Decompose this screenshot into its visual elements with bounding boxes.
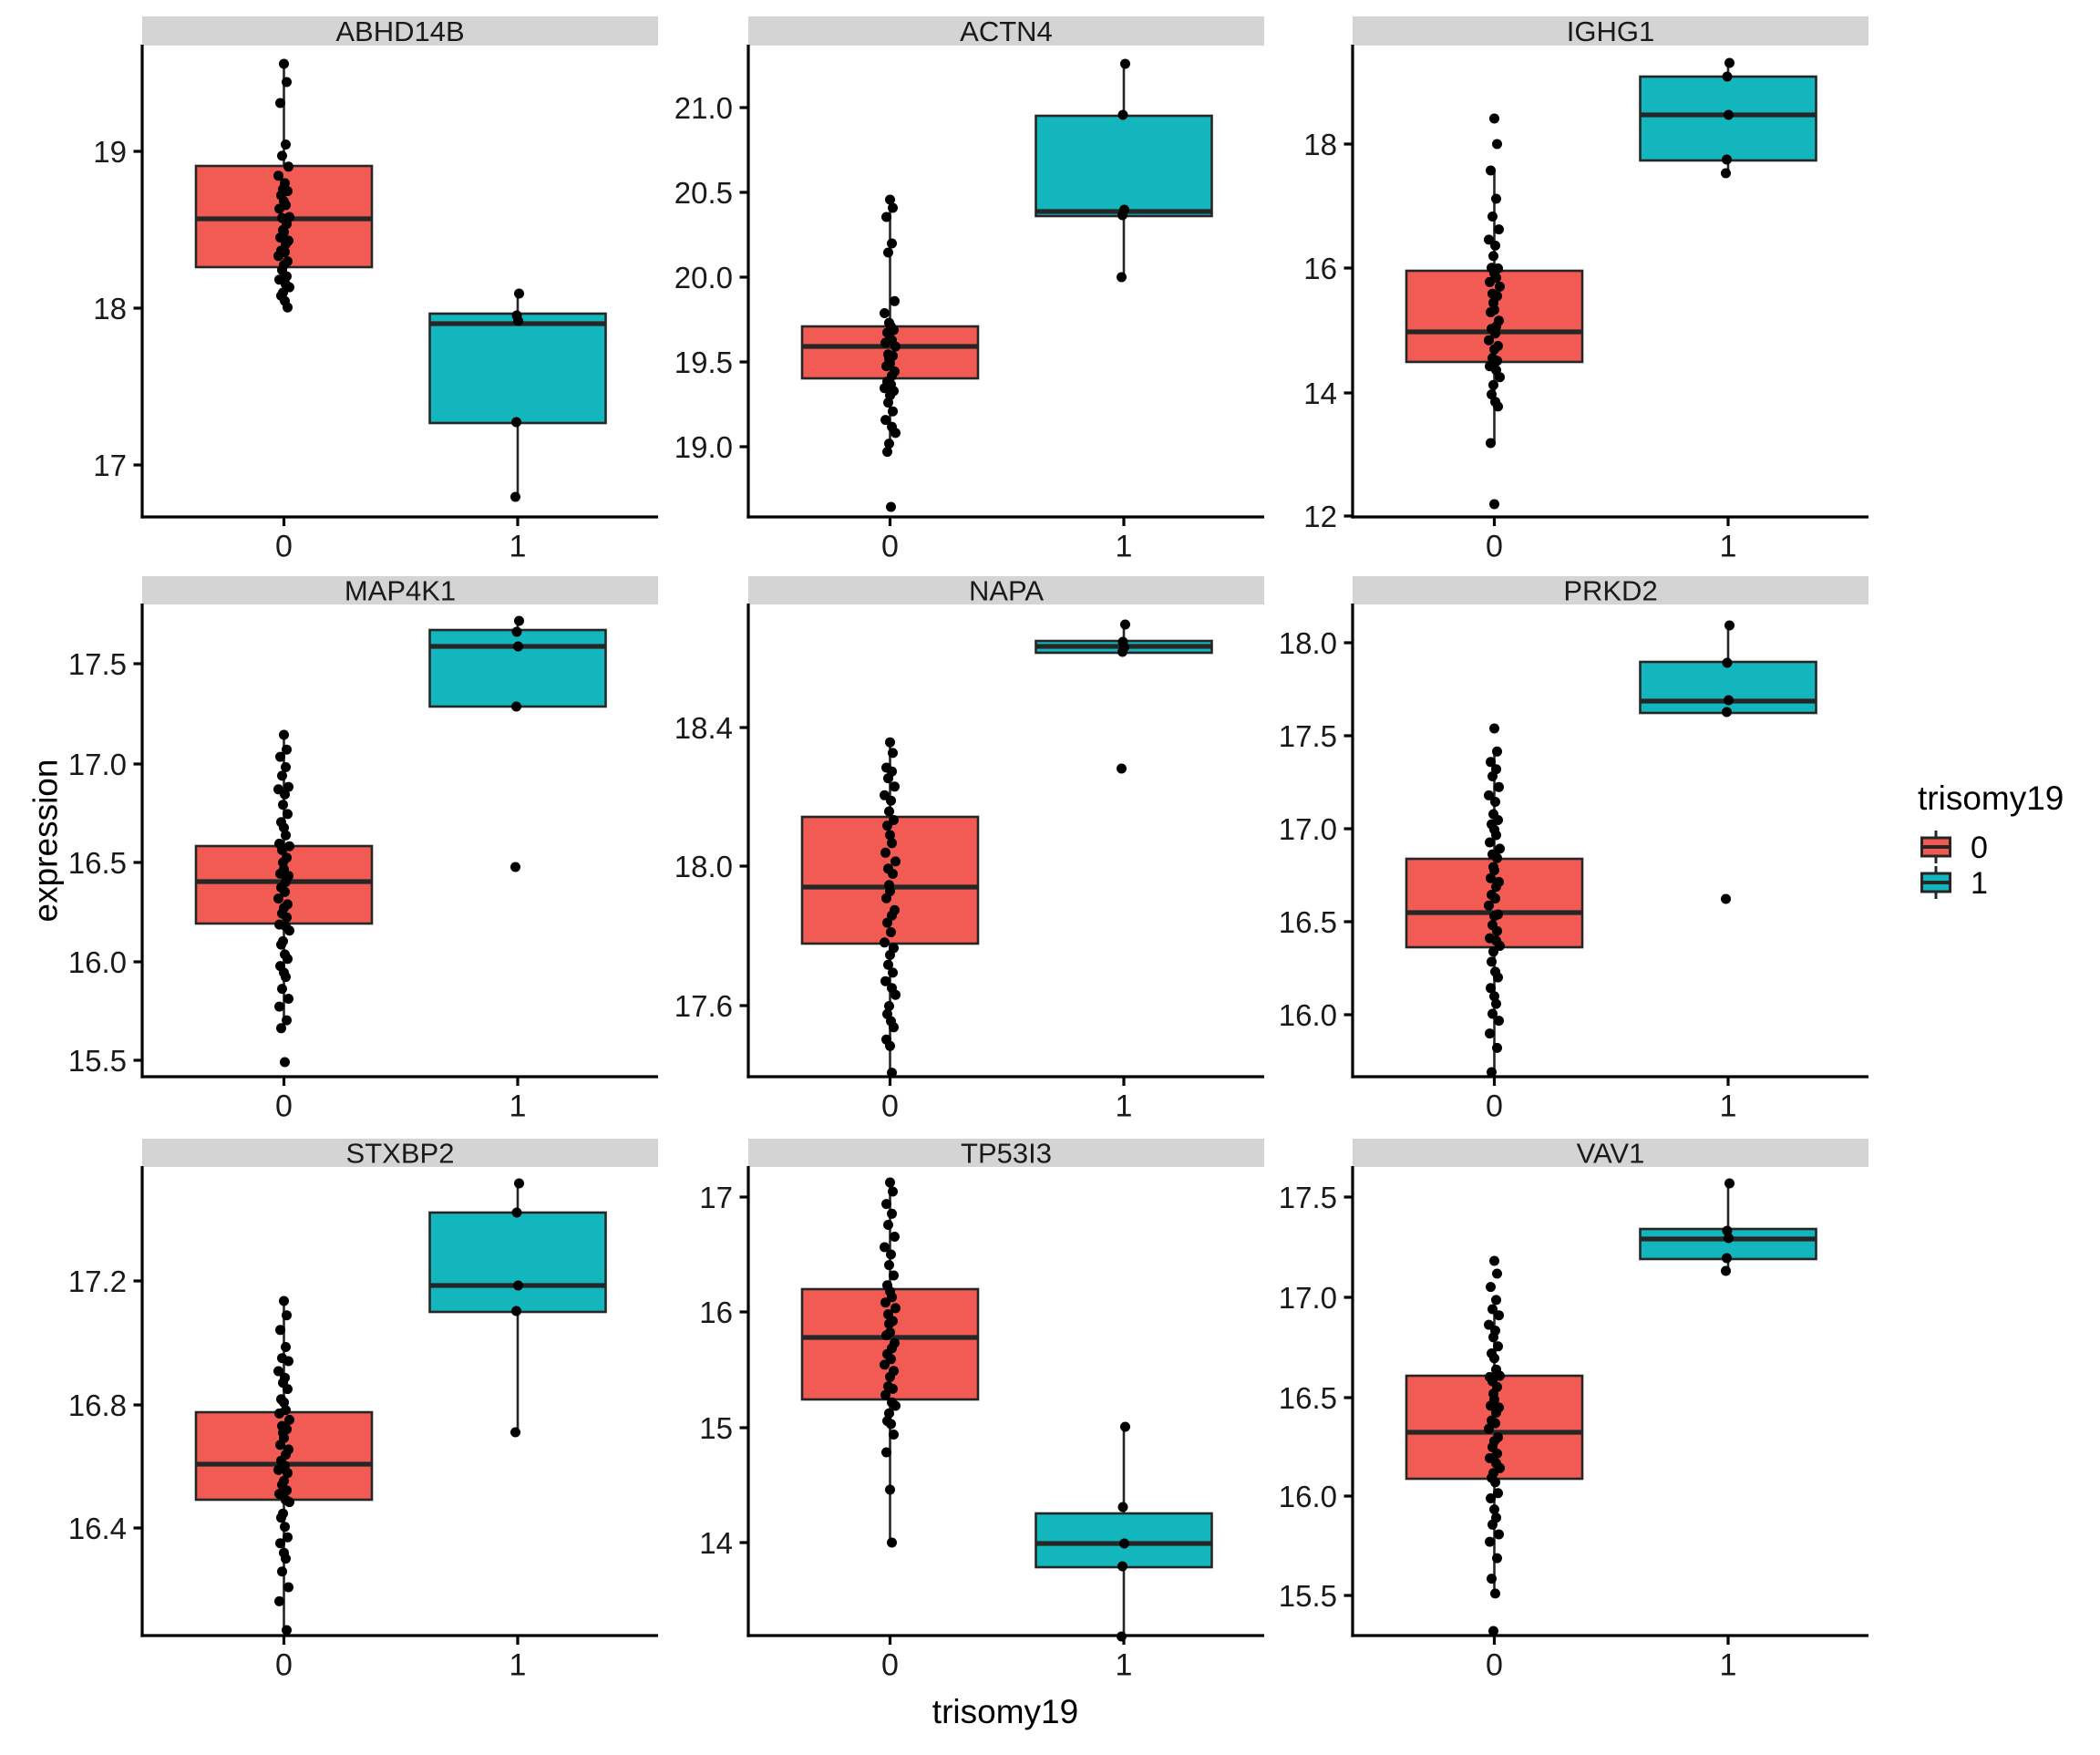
svg-text:17.5: 17.5 <box>1279 719 1337 753</box>
svg-text:15.5: 15.5 <box>68 1044 127 1078</box>
svg-text:17.2: 17.2 <box>68 1265 127 1298</box>
svg-text:1: 1 <box>510 1089 527 1124</box>
svg-text:18.4: 18.4 <box>674 711 733 745</box>
svg-text:12: 12 <box>1303 500 1337 533</box>
svg-text:1: 1 <box>1116 1089 1133 1124</box>
svg-text:17.0: 17.0 <box>1279 1281 1337 1315</box>
svg-text:19: 19 <box>93 135 127 169</box>
svg-text:1: 1 <box>1116 1648 1133 1683</box>
svg-text:14: 14 <box>699 1526 733 1560</box>
svg-text:20.5: 20.5 <box>674 176 733 210</box>
svg-text:20.0: 20.0 <box>674 261 733 294</box>
svg-text:15: 15 <box>699 1411 733 1445</box>
svg-text:0: 0 <box>881 1089 899 1124</box>
svg-text:0: 0 <box>881 530 899 564</box>
svg-text:16.8: 16.8 <box>68 1389 127 1422</box>
svg-text:16.4: 16.4 <box>68 1512 127 1545</box>
svg-text:16.0: 16.0 <box>1279 998 1337 1032</box>
svg-text:STXBP2: STXBP2 <box>346 1138 455 1170</box>
svg-text:16.0: 16.0 <box>68 945 127 979</box>
svg-text:0: 0 <box>1486 1089 1503 1124</box>
svg-text:17.5: 17.5 <box>68 647 127 681</box>
svg-text:1: 1 <box>1720 530 1737 564</box>
svg-text:0: 0 <box>275 1089 293 1124</box>
svg-text:16.5: 16.5 <box>1279 905 1337 939</box>
svg-text:16.5: 16.5 <box>68 846 127 880</box>
svg-text:17.6: 17.6 <box>674 989 733 1023</box>
svg-text:TP53I3: TP53I3 <box>961 1138 1052 1170</box>
svg-text:0: 0 <box>275 530 293 564</box>
svg-text:VAV1: VAV1 <box>1577 1138 1645 1170</box>
svg-text:0: 0 <box>1486 530 1503 564</box>
svg-text:16.0: 16.0 <box>1279 1480 1337 1513</box>
svg-text:MAP4K1: MAP4K1 <box>345 575 456 607</box>
svg-text:17: 17 <box>93 449 127 482</box>
svg-text:0: 0 <box>1486 1648 1503 1683</box>
svg-text:19.5: 19.5 <box>674 346 733 379</box>
svg-text:PRKD2: PRKD2 <box>1563 575 1657 607</box>
svg-text:15.5: 15.5 <box>1279 1579 1337 1613</box>
svg-text:16: 16 <box>1303 252 1337 285</box>
svg-text:18: 18 <box>1303 128 1337 161</box>
svg-text:ABHD14B: ABHD14B <box>335 15 464 47</box>
svg-text:1: 1 <box>1720 1089 1737 1124</box>
svg-text:0: 0 <box>1971 831 1988 865</box>
svg-text:NAPA: NAPA <box>969 575 1044 607</box>
svg-text:0: 0 <box>275 1648 293 1683</box>
svg-text:19.0: 19.0 <box>674 430 733 464</box>
svg-text:17.5: 17.5 <box>1279 1181 1337 1214</box>
svg-text:ACTN4: ACTN4 <box>960 15 1053 47</box>
svg-text:18.0: 18.0 <box>1279 626 1337 660</box>
svg-text:1: 1 <box>510 1648 527 1683</box>
svg-text:trisomy19: trisomy19 <box>1918 779 2064 817</box>
svg-text:expression: expression <box>27 759 65 923</box>
svg-text:0: 0 <box>881 1648 899 1683</box>
svg-text:trisomy19: trisomy19 <box>932 1693 1078 1730</box>
svg-text:14: 14 <box>1303 377 1337 410</box>
svg-text:17.0: 17.0 <box>68 748 127 781</box>
svg-text:21.0: 21.0 <box>674 91 733 125</box>
svg-text:1: 1 <box>1720 1648 1737 1683</box>
svg-text:1: 1 <box>1971 866 1988 901</box>
svg-text:17.0: 17.0 <box>1279 812 1337 846</box>
svg-text:17: 17 <box>699 1181 733 1214</box>
svg-text:18: 18 <box>93 292 127 325</box>
svg-text:16: 16 <box>699 1296 733 1329</box>
svg-text:18.0: 18.0 <box>674 850 733 883</box>
svg-text:1: 1 <box>510 530 527 564</box>
svg-text:16.5: 16.5 <box>1279 1381 1337 1415</box>
svg-text:IGHG1: IGHG1 <box>1567 15 1654 47</box>
svg-text:1: 1 <box>1116 530 1133 564</box>
